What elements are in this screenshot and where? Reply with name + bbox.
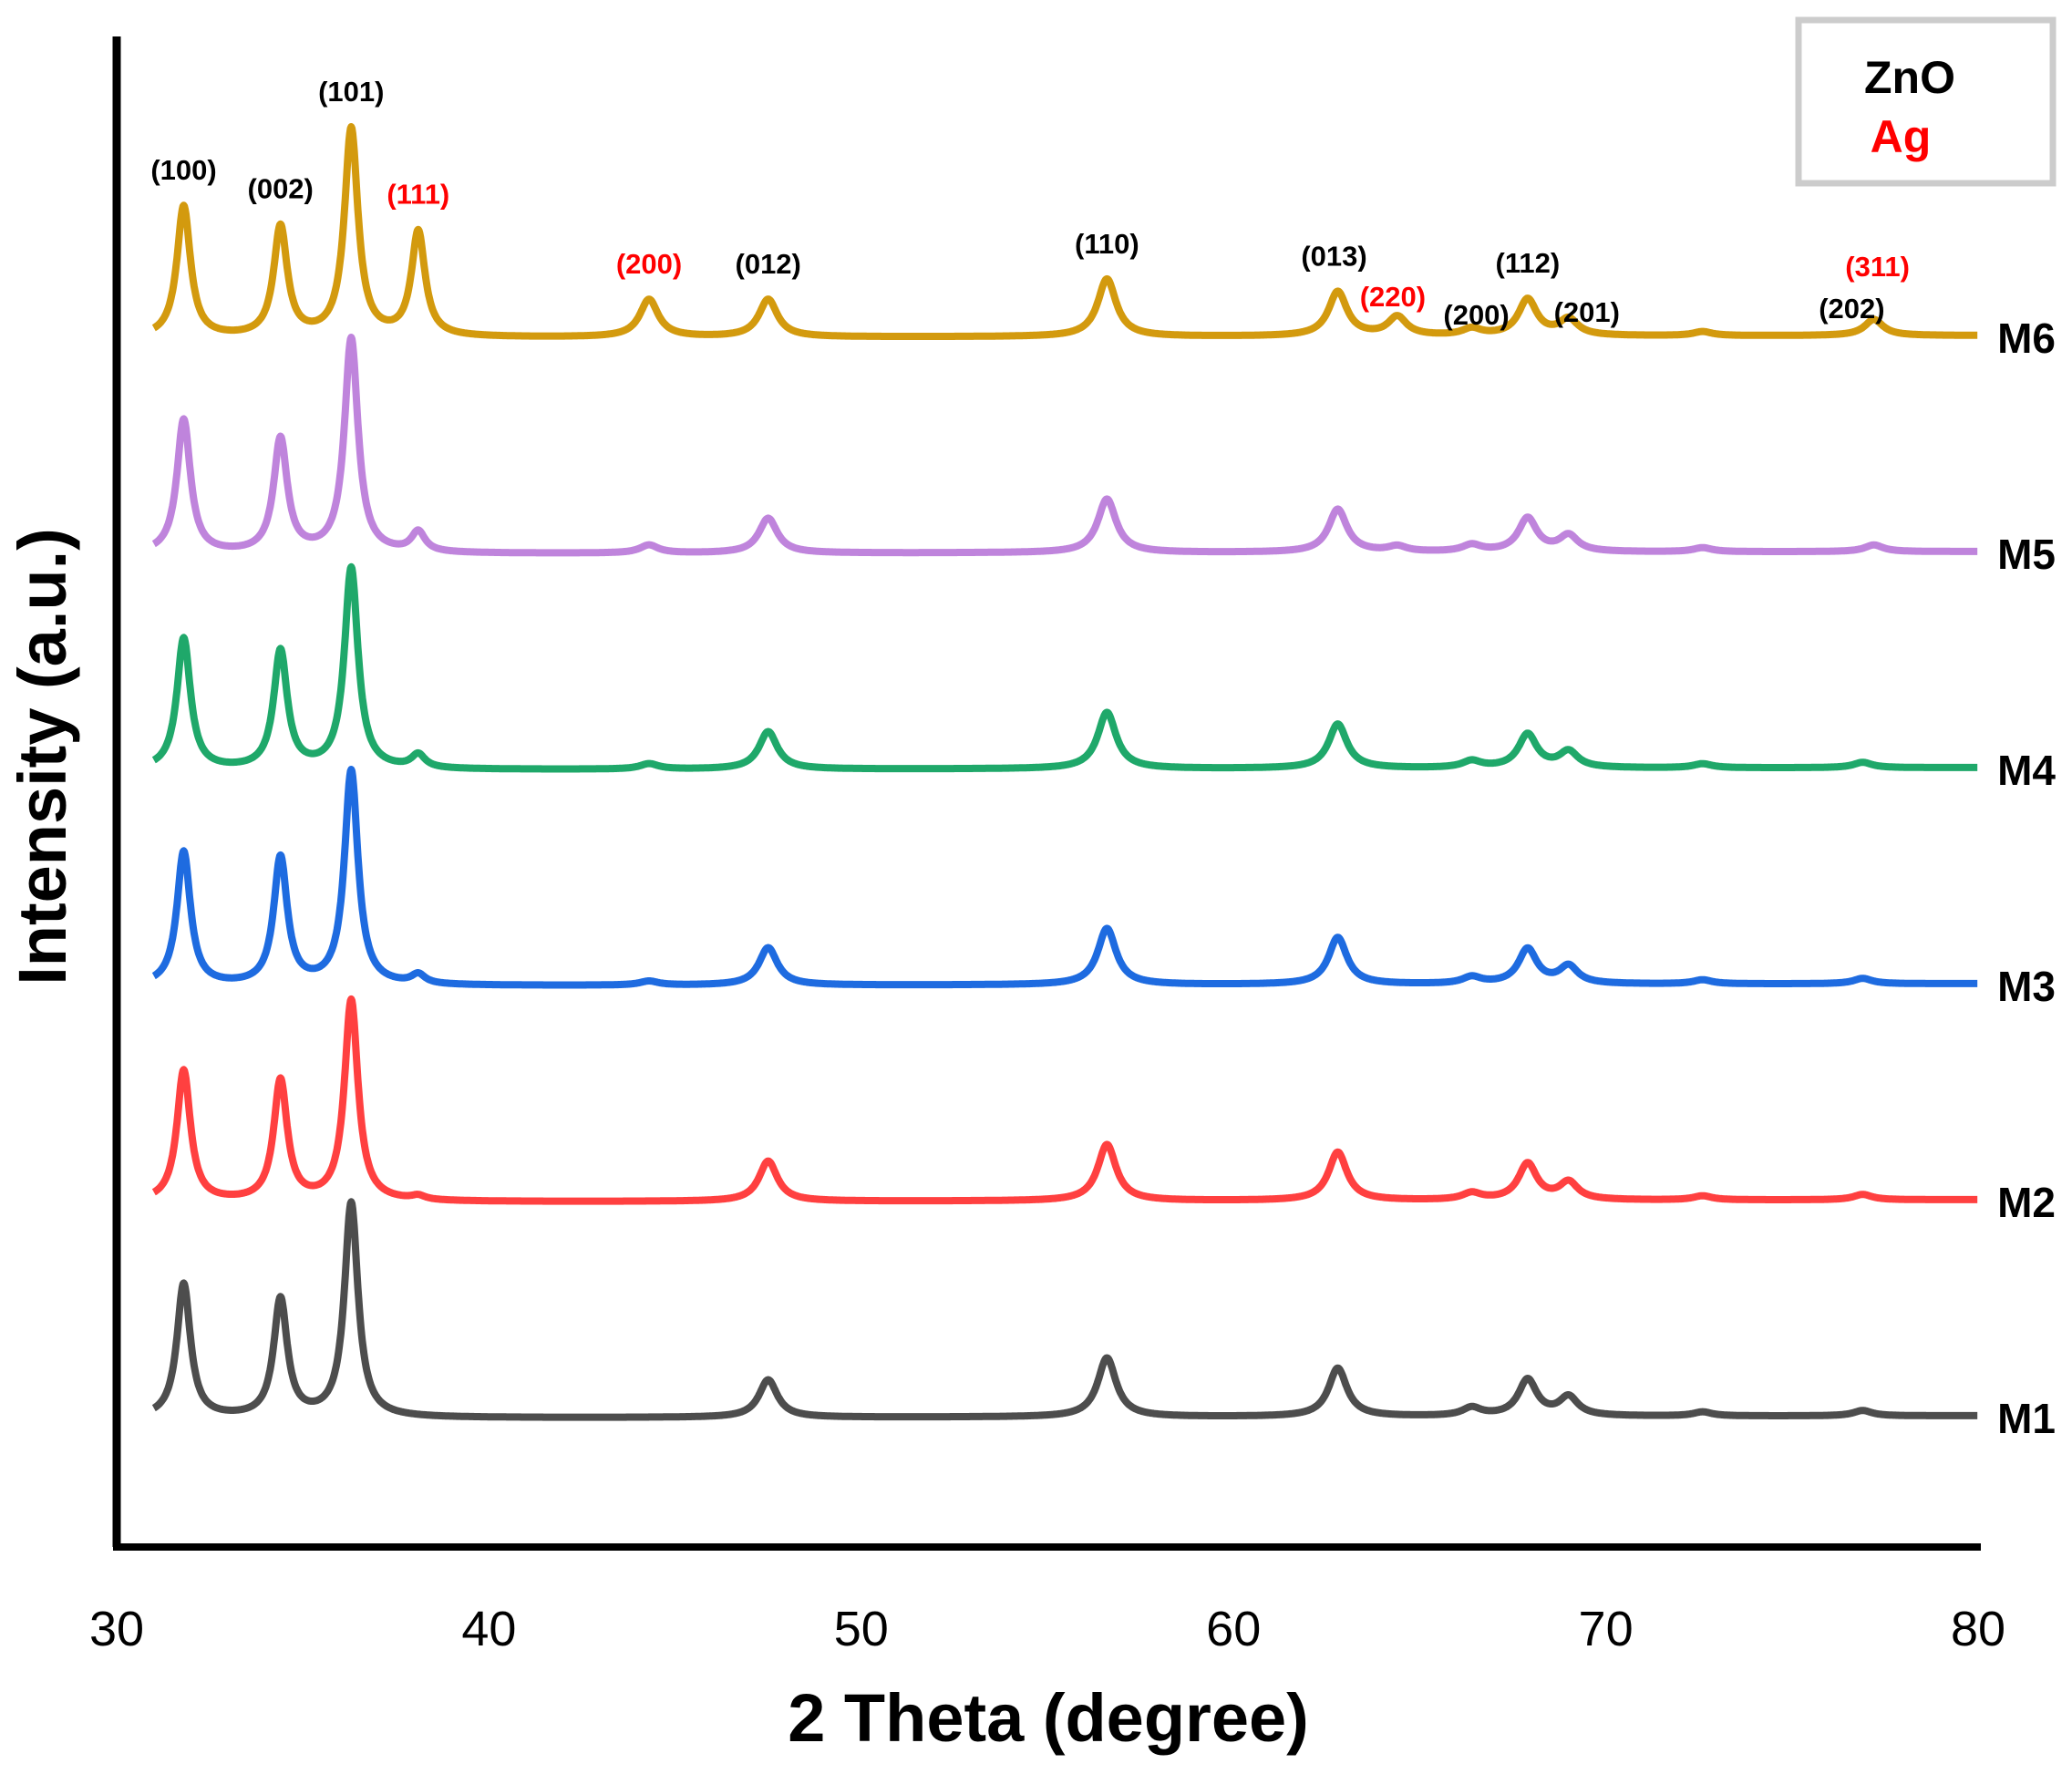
- peak-label-zno: (101): [318, 76, 384, 108]
- peak-label-group: (100) (002) (101) (111) (200) (012) (110) (013)…: [150, 76, 1910, 331]
- y-axis-title: Intensity (a.u.): [5, 528, 80, 985]
- peak-label-zno: (012): [736, 248, 801, 280]
- x-tick-label: 70: [1579, 1602, 1634, 1656]
- legend-zno: ZnO: [1864, 52, 1955, 103]
- peak-label-zno: (201): [1554, 296, 1620, 328]
- peak-label-zno: (202): [1819, 293, 1884, 325]
- x-tick-label: 60: [1206, 1602, 1261, 1656]
- series-line-m6: [150, 123, 1981, 340]
- x-tick-labels: 30 40 50 60 70 80: [89, 1602, 2005, 1656]
- legend-ag: Ag: [1871, 111, 1932, 162]
- peak-label-zno: (110): [1075, 228, 1139, 260]
- peak-label-zno: (112): [1496, 247, 1561, 279]
- series-label-m2: M2: [1997, 1179, 2056, 1226]
- peak-label-ag: (220): [1360, 281, 1426, 313]
- peak-label-zno: (200): [1443, 299, 1509, 331]
- series-line-m1: [150, 1198, 1981, 1421]
- peak-label-zno: (013): [1301, 240, 1366, 272]
- legend-box: [1795, 16, 2057, 187]
- series-line-m2: [150, 995, 1981, 1205]
- series-label-m6: M6: [1997, 315, 2056, 362]
- peak-label-zno: (100): [150, 154, 216, 186]
- series-label-m5: M5: [1997, 531, 2056, 578]
- peak-label-ag: (311): [1845, 251, 1910, 283]
- peak-label-zno: (002): [248, 173, 314, 205]
- series-line-m4: [150, 562, 1981, 773]
- x-tick-label: 50: [834, 1602, 889, 1656]
- x-axis-title: 2 Theta (degree): [788, 1680, 1309, 1756]
- x-tick-label: 40: [461, 1602, 516, 1656]
- peak-label-ag: (111): [387, 179, 449, 211]
- legend: ZnO Ag: [1795, 16, 2057, 187]
- series-line-m5: [150, 334, 1981, 557]
- x-tick-label: 80: [1951, 1602, 2005, 1656]
- series-label-m4: M4: [1997, 747, 2056, 794]
- series-label-m1: M1: [1997, 1395, 2056, 1442]
- series-line-m3: [150, 766, 1981, 989]
- peak-label-ag: (200): [616, 248, 682, 280]
- series-group: M1 M2 M3 M4 M5 M6: [150, 123, 2056, 1442]
- series-label-m3: M3: [1997, 963, 2056, 1010]
- x-tick-label: 30: [89, 1602, 144, 1656]
